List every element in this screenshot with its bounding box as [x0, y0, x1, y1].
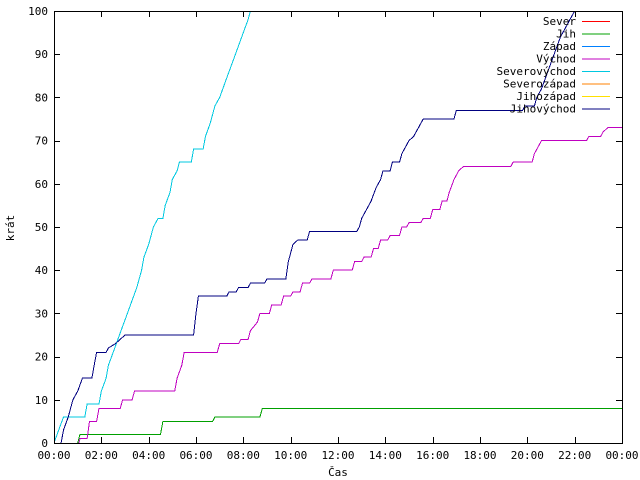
x-tick-label: 22:00	[558, 449, 591, 462]
x-axis-label: Čas	[328, 466, 348, 479]
x-tick-label: 12:00	[321, 449, 354, 462]
y-tick-label: 20	[35, 351, 48, 364]
y-tick-label: 10	[35, 394, 48, 407]
y-tick-label: 100	[28, 5, 48, 18]
x-tick-label: 00:00	[605, 449, 638, 462]
y-axis-label: krát	[4, 215, 17, 242]
legend: SeverJihZápadVýchodSeverovýchodSeverozáp…	[497, 15, 610, 116]
legend-label: Jih	[556, 28, 576, 41]
series-group	[54, 10, 622, 443]
y-tick-label: 30	[35, 307, 48, 320]
y-tick-label: 80	[35, 91, 48, 104]
legend-label: Západ	[543, 40, 576, 53]
y-tick-label: 70	[35, 135, 48, 148]
legend-label: Jihozápad	[516, 90, 576, 103]
x-tick-label: 06:00	[179, 449, 212, 462]
y-tick-label: 0	[41, 437, 48, 450]
x-tick-label: 04:00	[132, 449, 165, 462]
series-line-východ	[78, 127, 622, 443]
legend-label: Sever	[543, 15, 576, 28]
x-tick-label: 10:00	[274, 449, 307, 462]
y-tick-label: 60	[35, 178, 48, 191]
series-line-severovýchod	[54, 10, 251, 443]
x-tick-label: 16:00	[416, 449, 449, 462]
legend-label: Severozápad	[503, 78, 576, 91]
y-tick-label: 90	[35, 48, 48, 61]
x-tick-label: 00:00	[37, 449, 70, 462]
series-line-jih	[77, 407, 622, 443]
series-line-jihovýchod	[60, 10, 576, 443]
x-tick-label: 08:00	[227, 449, 260, 462]
plot-frame	[54, 11, 623, 444]
x-tick-label: 20:00	[511, 449, 544, 462]
y-tick-label: 40	[35, 264, 48, 277]
legend-label: Východ	[536, 53, 576, 66]
x-tick-label: 18:00	[463, 449, 496, 462]
axes: 0 10 20 30 40 50 60 70 80 90 100 00:00 02:00 04:00 06:…	[28, 5, 638, 462]
legend-label: Jihovýchod	[510, 103, 576, 116]
x-tick-label: 14:00	[369, 449, 402, 462]
legend-label: Severovýchod	[497, 65, 576, 78]
x-tick-label: 02:00	[85, 449, 118, 462]
y-tick-label: 50	[35, 221, 48, 234]
